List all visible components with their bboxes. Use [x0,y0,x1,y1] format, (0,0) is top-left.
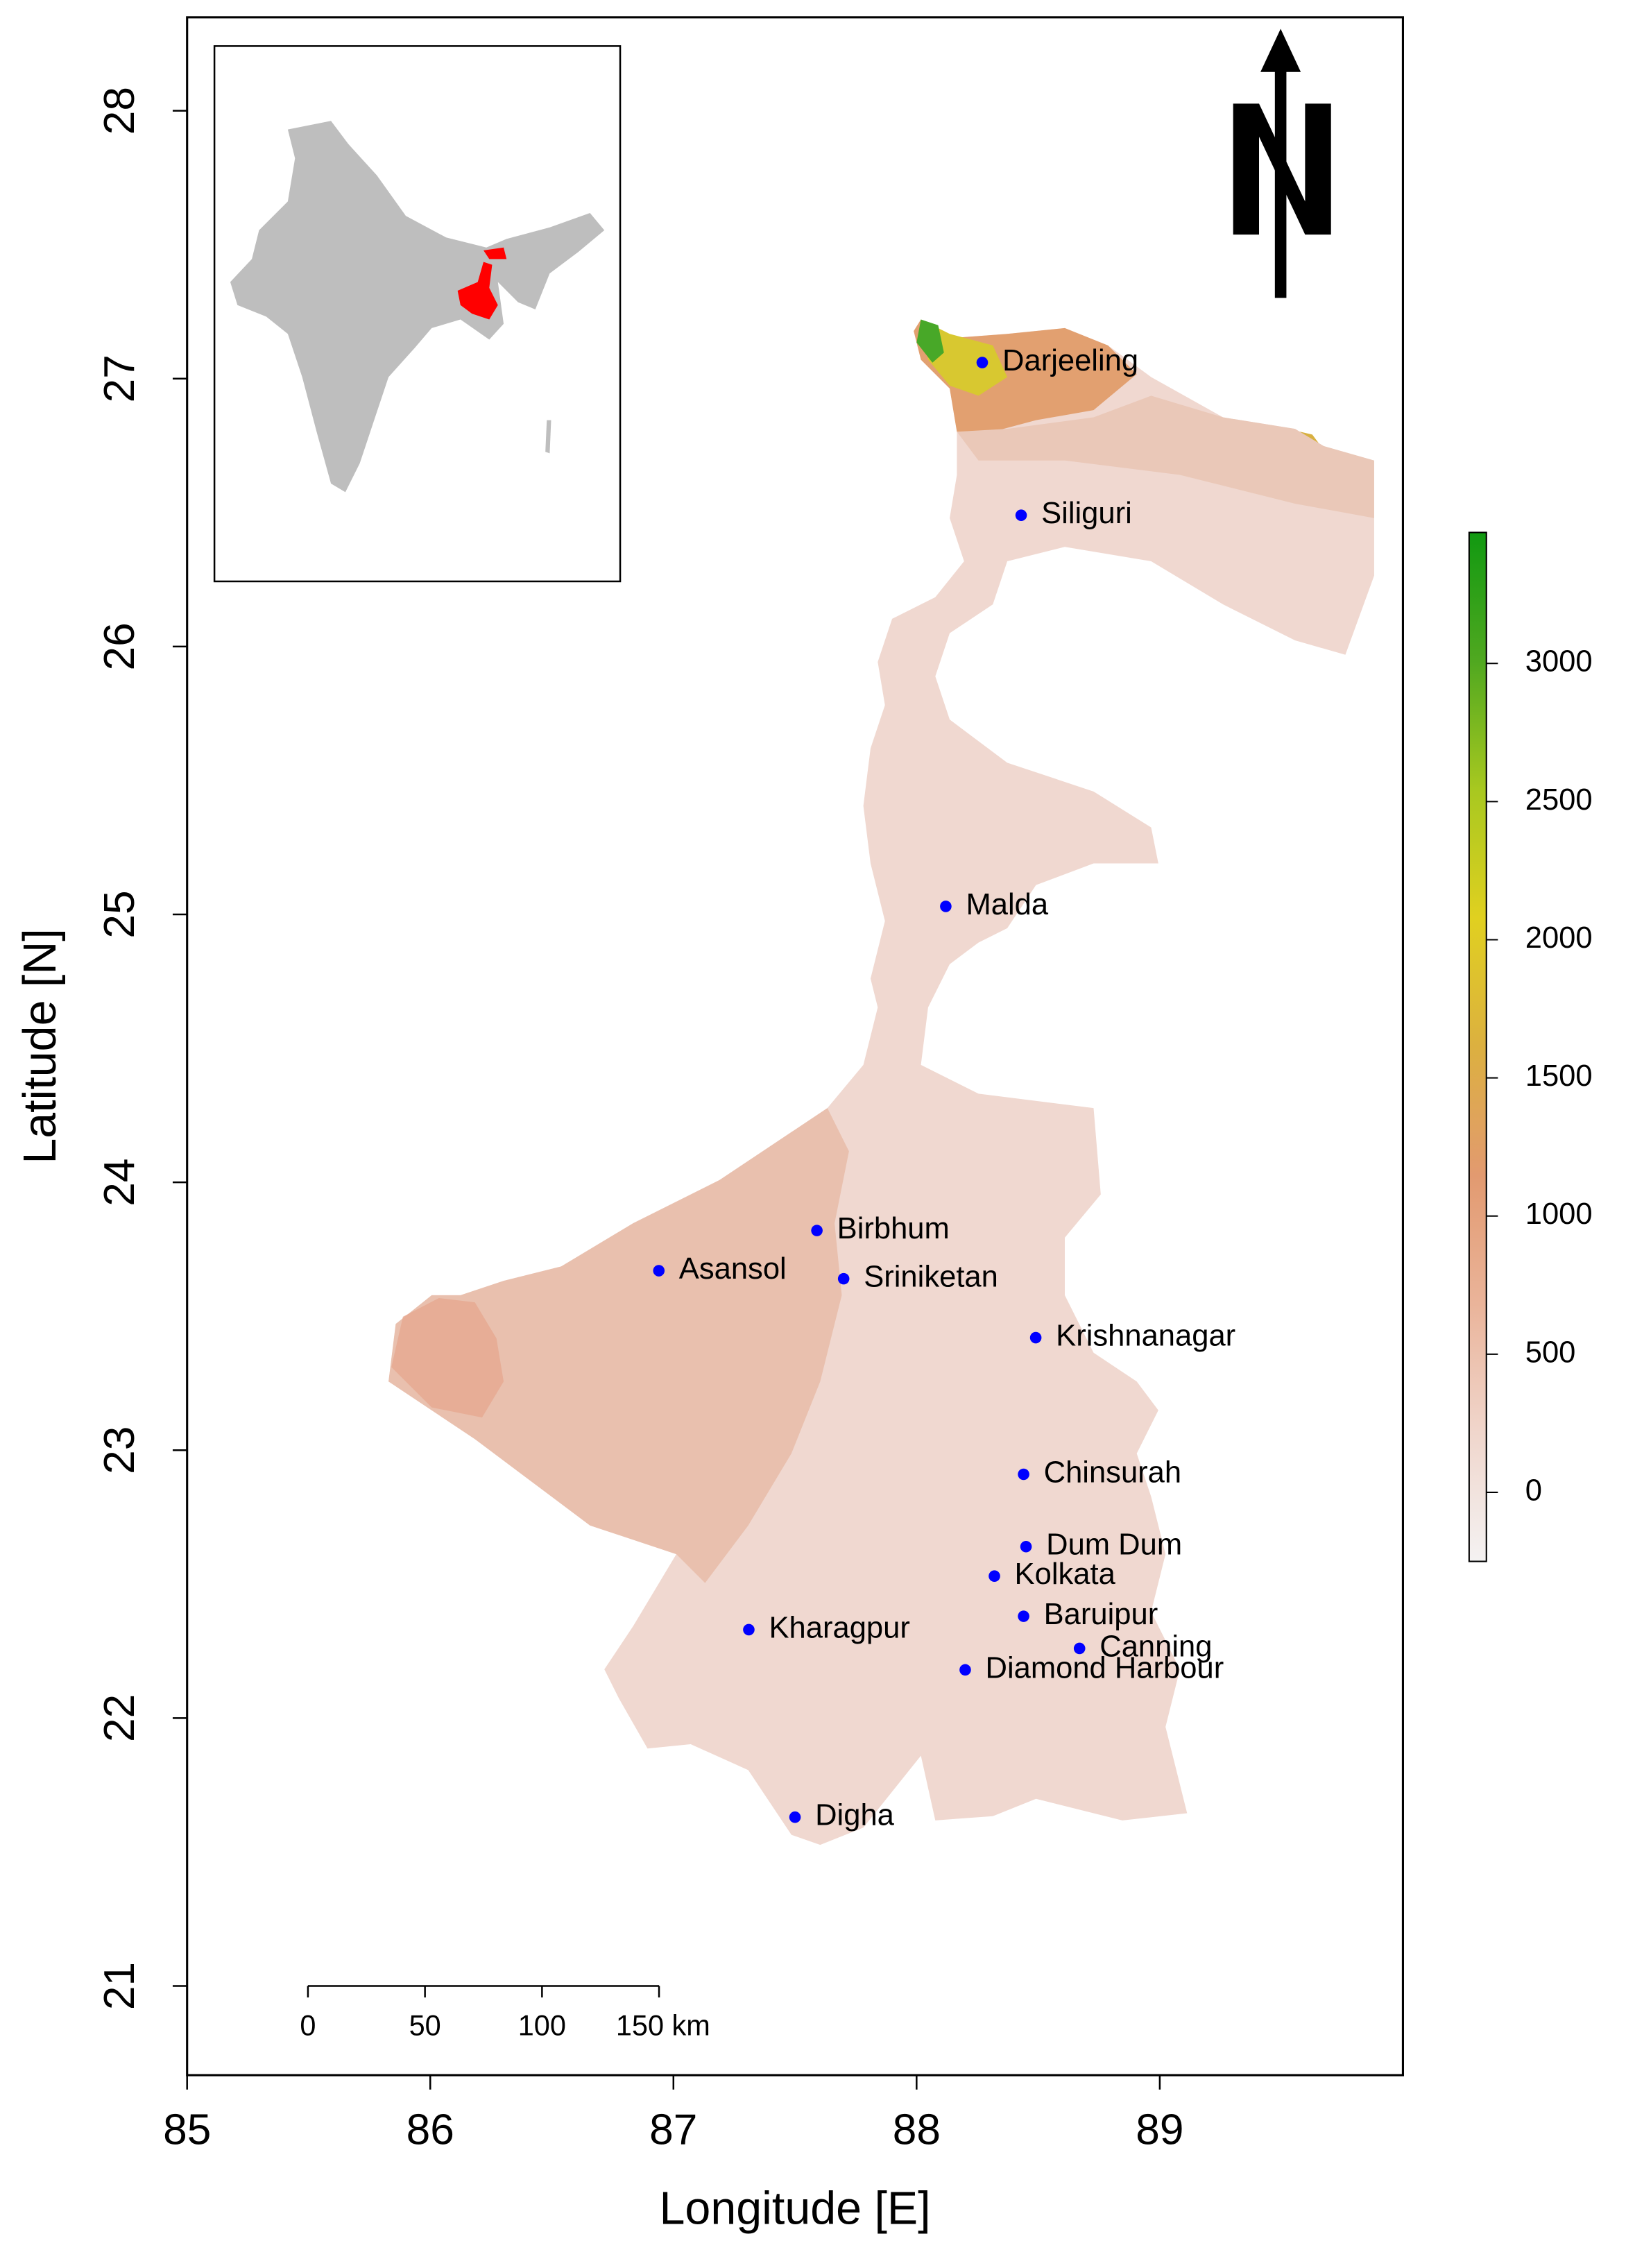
colorbar-tick-label: 3000 [1525,645,1593,679]
y-tick-label: 22 [96,1694,144,1742]
place-label: Baruipur [1044,1598,1158,1631]
scale-bar-label: 0 [300,2009,316,2042]
hills-high [921,319,1008,396]
place-point [976,357,989,368]
place-point [837,1272,850,1285]
colorbar-tick-label: 1500 [1525,1059,1593,1093]
y-tick-label: 25 [96,890,144,938]
y-axis-title: Latitude [N] [15,928,66,1163]
x-axis-title: Longitude [E] [660,2183,931,2235]
y-tick-label: 23 [96,1426,144,1474]
west-bengal-inset [457,247,507,320]
place-label: Digha [815,1799,895,1832]
plateau [388,1108,849,1583]
scale-bar-label: 100 [518,2009,566,2042]
place-point [743,1623,755,1636]
place-point [1018,1468,1029,1481]
y-tick-label: 26 [96,622,144,670]
place-label: Diamond Harbour [985,1651,1224,1685]
place-label: Chinsurah [1044,1456,1182,1489]
hills-top [916,319,944,363]
place-label: Canning [1099,1630,1212,1663]
x-tick-label: 87 [649,2106,697,2154]
x-tick-label: 86 [407,2106,454,2154]
colorbar-tick-label: 1000 [1525,1197,1593,1231]
place-point [1015,509,1027,521]
place-label: Sriniketan [864,1261,998,1294]
place-label: Malda [966,888,1048,921]
place-label: Asansol [679,1252,787,1286]
x-tick-label: 85 [163,2106,211,2154]
north-arrow [1233,28,1331,298]
place-label: Darjeeling [1002,344,1138,377]
y-tick-label: 28 [96,87,144,135]
colorbar-tick-label: 2500 [1525,783,1593,817]
place-point [653,1265,665,1277]
map-area [388,319,1374,1845]
colorbar-tick-label: 2000 [1525,921,1593,955]
plot-frame [186,16,1404,2077]
place-point [959,1664,971,1676]
place-label: Kolkata [1015,1558,1116,1591]
place-point [989,1570,1000,1583]
scale-bar-label: 50 [409,2009,441,2042]
colorbar-tick-label: 500 [1525,1336,1576,1369]
place-point [1073,1642,1086,1655]
east-hills [957,395,1374,518]
scale-bar-label: 150 km [616,2009,710,2042]
place-point [1029,1331,1042,1344]
north-arrow-n [1233,103,1331,235]
place-point [940,901,952,912]
india [230,121,605,493]
x-tick-label: 89 [1136,2106,1183,2154]
plateau-high [391,1297,504,1418]
y-tick-label: 24 [96,1159,144,1207]
place-point [789,1811,801,1823]
place-label: Birbhum [837,1212,950,1245]
place-point [1020,1540,1032,1553]
colorbar [1468,531,1487,1562]
colorbar-tick-label: 0 [1525,1474,1542,1507]
place-label: Krishnanagar [1056,1320,1235,1353]
inset [213,45,622,583]
place-label: Dum Dum [1046,1528,1182,1562]
place-label: Kharagpur [769,1611,910,1644]
y-tick-label: 21 [96,1962,144,2010]
place-point [811,1225,823,1236]
place-label: Siliguri [1041,497,1132,530]
place-point [1018,1610,1029,1622]
y-tick-label: 27 [96,355,144,402]
x-tick-label: 88 [893,2106,941,2154]
islands [545,420,551,454]
